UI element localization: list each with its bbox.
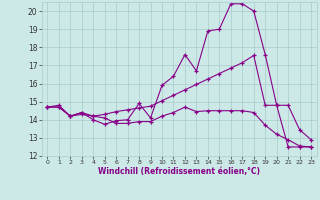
X-axis label: Windchill (Refroidissement éolien,°C): Windchill (Refroidissement éolien,°C) [98, 167, 260, 176]
